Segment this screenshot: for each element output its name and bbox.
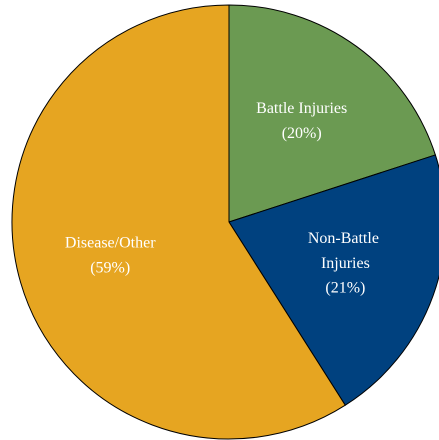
slice-label: Disease/Other <box>65 235 156 252</box>
slice-label: Battle Injuries <box>256 100 347 117</box>
slice-label-line: Injuries <box>321 255 370 272</box>
pie-slice <box>11 4 346 440</box>
pie-slice <box>228 154 439 406</box>
slice-value-label: (20%) <box>282 125 322 142</box>
slice-label-line: Non-Battle <box>308 230 383 247</box>
slice-label: Non-Battle Injuries <box>308 230 383 272</box>
pie-slice <box>228 4 437 223</box>
slice-value-label: (21%) <box>325 280 365 297</box>
slice-value-label: (59%) <box>90 260 130 277</box>
